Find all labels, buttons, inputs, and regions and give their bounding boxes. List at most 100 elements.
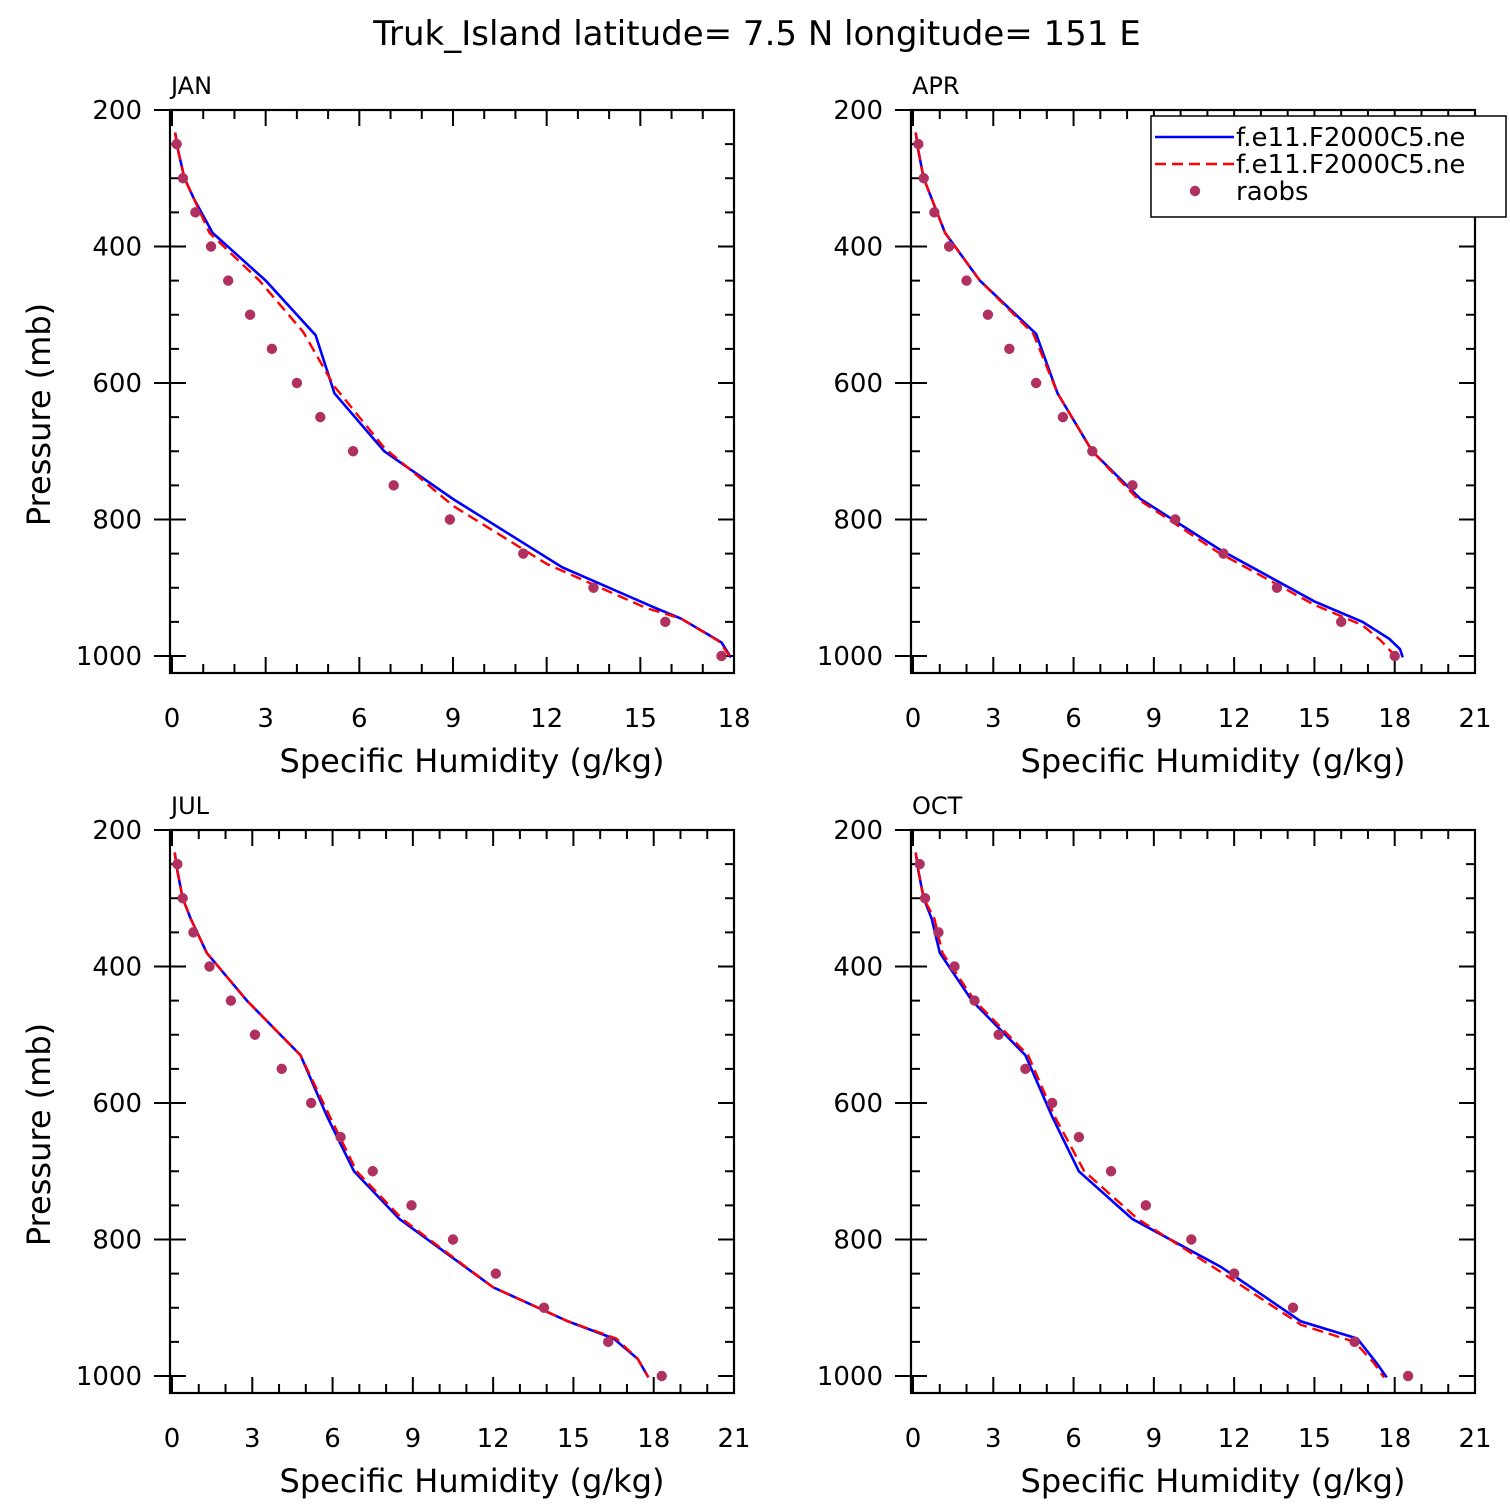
model-line-dashed	[914, 852, 1385, 1379]
raobs-point	[1402, 1370, 1414, 1382]
raobs-point	[305, 1097, 317, 1109]
y-tick-label: 600	[92, 1089, 142, 1119]
x-tick-label: 9	[405, 1424, 422, 1454]
raobs-point	[914, 858, 925, 870]
legend-label: f.e11.F2000C5.ne	[1236, 123, 1465, 153]
panel-title: JUL	[169, 792, 210, 820]
model-line-solid	[914, 852, 1388, 1379]
x-tick-label: 0	[905, 704, 922, 734]
raobs-point	[188, 927, 199, 938]
y-tick-label: 600	[92, 369, 142, 399]
raobs-point	[943, 241, 955, 252]
raobs-point	[204, 961, 215, 972]
raobs-point	[223, 275, 234, 286]
model-line-dashed	[173, 132, 732, 659]
raobs-point	[1218, 548, 1229, 559]
x-tick-label: 21	[1458, 1424, 1491, 1454]
raobs-point	[172, 858, 183, 870]
raobs-point	[444, 514, 456, 525]
raobs-point	[660, 616, 671, 628]
legend-label: raobs	[1236, 177, 1309, 207]
raobs-point	[1127, 480, 1138, 491]
y-tick-label: 600	[833, 369, 883, 399]
raobs-point	[171, 138, 182, 150]
raobs-point	[949, 961, 960, 972]
raobs-point	[918, 173, 929, 184]
raobs-point	[447, 1234, 459, 1245]
raobs-point	[1287, 1302, 1299, 1313]
x-tick-label: 12	[477, 1424, 510, 1454]
raobs-point	[177, 893, 188, 904]
raobs-point	[716, 650, 727, 662]
raobs-point	[367, 1166, 378, 1177]
x-tick-label: 9	[1146, 704, 1163, 734]
raobs-point	[993, 1029, 1004, 1040]
raobs-point	[244, 309, 256, 320]
raobs-point	[969, 995, 980, 1006]
x-tick-label: 9	[445, 704, 462, 734]
y-tick-label: 200	[92, 96, 142, 126]
x-tick-label: 12	[1218, 704, 1251, 734]
raobs-point	[266, 343, 278, 355]
y-tick-label: 800	[833, 1226, 883, 1256]
chart-panel-oct: OCT 0 3 6 9 12 15 18 21 200 400 600 800 1000 Specific …	[817, 792, 1492, 1500]
y-tick-label: 1000	[76, 642, 142, 672]
raobs-point	[1140, 1200, 1152, 1211]
legend-box	[1150, 115, 1507, 218]
x-tick-label: 3	[244, 1424, 261, 1454]
raobs-point	[205, 241, 217, 252]
raobs-point	[1186, 1234, 1197, 1245]
plot-frame	[909, 108, 1477, 675]
x-tick-label: 18	[1378, 1424, 1411, 1454]
raobs-point	[249, 1029, 261, 1040]
x-tick-label: 15	[1298, 1424, 1331, 1454]
x-tick-label: 15	[624, 704, 657, 734]
y-tick-label: 1000	[817, 642, 883, 672]
raobs-point	[1020, 1063, 1031, 1075]
raobs-point	[225, 995, 237, 1006]
raobs-point	[929, 207, 940, 218]
chart-panel-jul: JUL 0 3 6 9 12 15 18 21 200 400 600 800 1000 Specific …	[20, 792, 751, 1500]
raobs-point	[1271, 582, 1283, 593]
x-tick-label: 9	[1146, 1424, 1163, 1454]
raobs-point	[291, 377, 303, 389]
y-tick-label: 200	[833, 96, 883, 126]
raobs-point	[1170, 514, 1181, 525]
raobs-point	[1335, 616, 1347, 628]
raobs-point	[177, 173, 189, 184]
raobs-point	[276, 1063, 287, 1075]
raobs-point	[1105, 1166, 1117, 1177]
x-tick-label: 3	[257, 704, 274, 734]
legend-label: f.e11.F2000C5.ne	[1236, 150, 1465, 180]
raobs-point	[919, 893, 931, 904]
x-tick-label: 6	[351, 704, 368, 734]
model-line-dashed	[173, 852, 650, 1379]
x-tick-label: 18	[717, 704, 750, 734]
plot-frame	[168, 108, 736, 675]
y-tick-label: 400	[92, 953, 142, 983]
raobs-point	[335, 1131, 346, 1143]
x-axis-title: Specific Humidity (g/kg)	[280, 742, 665, 780]
plot-frame	[168, 828, 736, 1395]
raobs-point	[518, 548, 529, 559]
y-tick-label: 600	[833, 1089, 883, 1119]
raobs-point	[388, 480, 399, 491]
raobs-point	[961, 275, 972, 286]
y-tick-label: 400	[833, 953, 883, 983]
raobs-point	[1349, 1336, 1360, 1348]
raobs-point	[315, 411, 326, 423]
x-tick-label: 6	[1065, 704, 1082, 734]
x-tick-label: 18	[637, 1424, 670, 1454]
panel-title: OCT	[912, 792, 963, 820]
model-line-solid	[173, 852, 650, 1379]
legend-marker	[1189, 185, 1201, 197]
y-axis-title: Pressure (mb)	[20, 1023, 58, 1246]
figure-title: Truk_Island latitude= 7.5 N longitude= 1…	[372, 14, 1141, 54]
y-tick-label: 200	[92, 816, 142, 846]
model-line-solid	[173, 132, 733, 659]
x-tick-label: 3	[985, 704, 1002, 734]
raobs-point	[490, 1268, 502, 1279]
raobs-point	[1087, 446, 1098, 457]
x-tick-label: 15	[1298, 704, 1331, 734]
